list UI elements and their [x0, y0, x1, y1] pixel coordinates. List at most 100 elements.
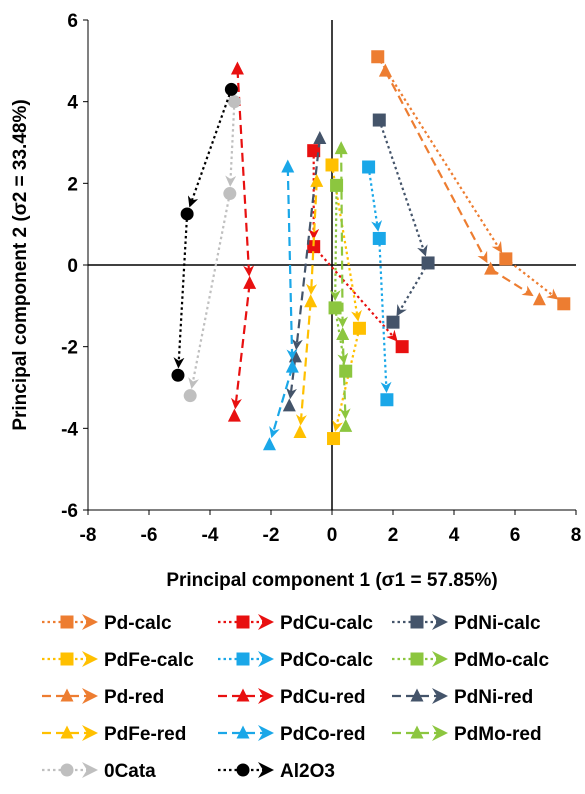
y-tick-label: 4: [67, 93, 78, 114]
x-tick-label: 6: [510, 525, 521, 546]
x-tick-label: 2: [388, 525, 399, 546]
data-point: [288, 349, 302, 363]
data-point: [330, 178, 344, 192]
series-segment: [286, 356, 297, 400]
data-point: [327, 432, 341, 446]
data-point: [304, 294, 318, 308]
data-point: [282, 398, 296, 412]
data-point: [380, 393, 394, 407]
series-layer: [171, 50, 571, 451]
legend-label: PdMo-red: [454, 724, 542, 745]
data-point: [334, 141, 348, 155]
legend-arrow: [432, 651, 448, 667]
legend-arrow: [432, 725, 448, 741]
y-tick-label: -2: [61, 338, 78, 359]
series-segment: [376, 56, 503, 254]
data-point: [371, 50, 385, 64]
legend-arrow: [258, 688, 274, 704]
series-pdcu-calc: [307, 144, 409, 354]
legend-marker: [410, 652, 424, 666]
y-tick-label: 6: [67, 11, 78, 32]
legend-marker: [236, 763, 250, 777]
data-point: [352, 321, 366, 335]
y-tick-label: 0: [67, 256, 78, 277]
legend-marker: [60, 688, 74, 702]
series-segment: [378, 119, 428, 257]
legend-label: 0Cata: [104, 761, 156, 782]
series-segment: [332, 328, 361, 432]
series-pdmo-red: [334, 141, 353, 432]
data-point: [336, 326, 350, 340]
series-0cata: [183, 95, 241, 403]
series-pdco-calc: [362, 160, 394, 407]
y-tick-label: -6: [61, 501, 78, 522]
legend-marker: [60, 725, 74, 739]
series-pdni-calc: [372, 113, 435, 329]
legend-arrow: [258, 614, 274, 630]
series-segment: [490, 268, 534, 297]
legend-item: Al2O3: [218, 761, 335, 782]
data-point: [307, 144, 321, 158]
data-point: [224, 82, 238, 96]
series-pdfe-calc: [325, 158, 366, 446]
legend-item: PdMo-red: [392, 724, 542, 745]
legend-label: Pd-calc: [104, 613, 172, 634]
legend-item: Pd-red: [42, 687, 164, 708]
series-segment: [337, 148, 349, 328]
x-tick-label: -4: [202, 525, 219, 546]
series-pd-red: [378, 63, 546, 306]
series-pd-calc: [371, 50, 571, 311]
legend-arrow: [82, 688, 98, 704]
series-pdco-red: [262, 159, 299, 451]
legend-arrow: [82, 614, 98, 630]
series-segment: [396, 262, 430, 317]
legend-marker: [410, 725, 424, 739]
legend-item: PdFe-calc: [42, 650, 194, 671]
series-segment: [187, 89, 233, 208]
x-tick-label: 0: [327, 525, 338, 546]
legend-marker: [236, 652, 250, 666]
data-point: [421, 256, 435, 270]
legend-item: PdMo-calc: [392, 650, 549, 671]
legend-label: PdCu-calc: [280, 613, 373, 634]
legend-arrow: [258, 762, 274, 778]
data-point: [285, 359, 299, 373]
legend-label: PdCu-red: [280, 687, 366, 708]
series-segment: [378, 238, 392, 393]
legend-arrow: [82, 762, 98, 778]
series-segment: [286, 166, 298, 361]
series-segment: [269, 366, 294, 439]
y-tick-labels: -6 -4 -2 0 2 4 6: [61, 11, 88, 522]
legend-arrow: [82, 651, 98, 667]
series-segment: [312, 245, 398, 342]
legend-item: PdNi-calc: [392, 613, 541, 634]
x-tick-label: 4: [449, 525, 460, 546]
x-tick-label: -8: [80, 525, 97, 546]
y-tick-label: -4: [61, 419, 78, 440]
data-point: [395, 340, 409, 354]
legend-arrow: [258, 651, 274, 667]
legend-marker: [236, 725, 250, 739]
data-point: [180, 207, 194, 221]
series-segment: [367, 166, 383, 232]
data-point: [293, 424, 307, 438]
data-point: [484, 261, 498, 275]
data-point: [262, 437, 276, 451]
data-point: [339, 364, 353, 378]
data-point: [183, 389, 197, 403]
data-point: [339, 418, 353, 432]
data-point: [378, 63, 392, 77]
x-tick-label: -6: [141, 525, 158, 546]
legend-marker: [410, 615, 424, 629]
data-point: [557, 297, 571, 311]
series-segment: [188, 193, 231, 389]
series-segment: [230, 283, 251, 410]
legend: Pd-calc PdCu-calc PdNi-calc PdFe-calc PdCo-c…: [42, 613, 549, 782]
y-tick-label: 2: [67, 174, 78, 195]
legend-label: PdFe-red: [104, 724, 186, 745]
legend-item: PdCo-calc: [218, 650, 373, 671]
legend-label: Pd-red: [104, 687, 164, 708]
series-pdcu-red: [227, 61, 257, 422]
data-point: [243, 275, 257, 289]
legend-label: Al2O3: [280, 761, 335, 782]
